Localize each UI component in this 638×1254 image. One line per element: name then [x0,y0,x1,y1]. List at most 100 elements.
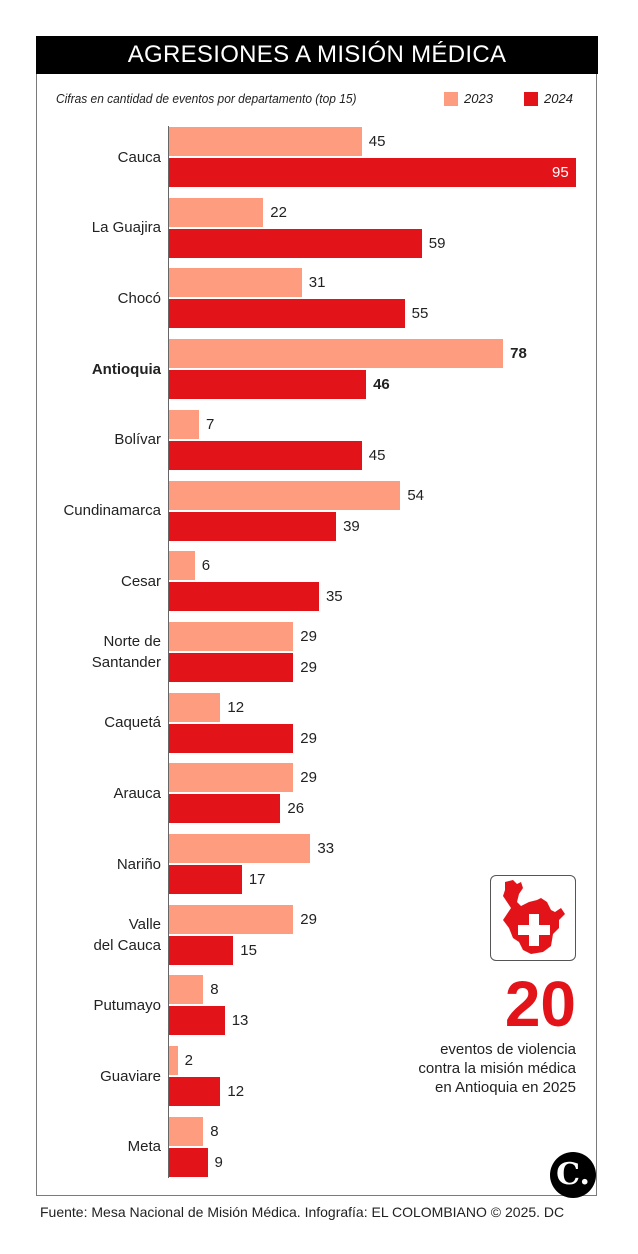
category-label-line: Cesar [120,572,161,590]
bar-2023 [169,197,264,227]
category-label: Norte de Santander [92,631,161,673]
category-label-line: Santander [91,653,161,671]
bar-2024 [169,511,337,541]
data-label-2023: 54 [407,486,425,504]
data-label-2024: 35 [325,588,343,606]
bar-2023 [169,268,302,298]
legend-label-2023: 2023 [464,91,493,106]
data-label-2023: 78 [510,345,527,363]
data-label-2023: 29 [300,769,317,787]
bar-2024 [169,299,405,329]
data-label-2023: 29 [300,910,317,928]
bar-2024 [169,370,367,400]
callout-text: eventos de violencia contra la misión mé… [418,1040,576,1097]
callout-line: en Antioquia en 2025 [435,1079,576,1096]
category-label: Caquetá [104,712,161,733]
data-label-2024: 59 [428,234,446,252]
chart-frame [36,36,597,1196]
legend-swatch-2024 [524,91,538,106]
data-label-2023: 12 [227,698,245,716]
bar-2023 [169,127,362,156]
data-label-2024: 39 [343,517,360,535]
chart-subtitle: Cifras en cantidad de eventos por depart… [56,91,357,106]
data-label-2023: 8 [210,981,219,999]
data-label-2024: 12 [227,1083,245,1101]
bar-2024 [169,1006,225,1036]
legend-label-2024: 2024 [544,91,573,106]
category-label-line: Arauca [113,784,161,802]
data-label-2024: 26 [287,800,305,818]
category-label: La Guajira [92,217,161,238]
bar-2024 [169,228,422,258]
bar-2023 [169,621,294,651]
data-label-2023: 8 [210,1122,219,1140]
category-label-line: Nariño [116,855,161,873]
bar-2023 [169,904,294,934]
bar-2024 [169,582,319,612]
page-title: AGRESIONES A MISIÓN MÉDICA [36,36,598,74]
data-label-2024: 15 [240,941,257,959]
category-label: Cauca [118,147,161,168]
data-label-2023: 31 [308,274,326,292]
category-label: Arauca [113,783,161,804]
bar-2024 [169,1077,221,1107]
source-footer: Fuente: Mesa Nacional de Misión Médica. … [40,1204,565,1220]
data-label-2023: 7 [205,415,215,433]
data-label-2023: 45 [368,133,386,150]
category-label-line: Bolívar [114,431,161,449]
category-label: Putumayo [93,995,161,1016]
category-label-line: Antioquia [91,360,161,378]
data-label-2024: 29 [300,729,317,747]
bar-2024 [169,935,234,965]
category-label-line: La Guajira [91,219,161,237]
category-label: Cundinamarca [63,500,161,521]
bar-2024 [169,158,576,187]
category-label: Valle del Cauca [93,914,161,956]
el-colombiano-logo: C. [550,1152,596,1198]
category-label: Meta [128,1136,161,1157]
category-label: Chocó [118,288,161,309]
data-label-2024: 9 [214,1153,223,1171]
bar-2023 [169,692,221,722]
category-label-line: Caquetá [104,714,161,732]
category-label-line: Cundinamarca [63,502,161,519]
antioquia-map-svg [503,880,565,954]
bar-2023 [169,551,195,581]
data-label-2023: 6 [201,557,211,575]
data-label-2023: 22 [270,203,287,221]
category-label: Bolívar [114,429,161,450]
bar-2023 [169,763,294,793]
category-label-line: Valle [128,915,161,933]
category-label-line: Guaviare [100,1067,161,1085]
category-label: Guaviare [100,1066,161,1087]
legend-item-2024: 2024 [524,91,573,106]
data-label-2024: 46 [373,376,390,394]
category-axis-line [168,126,169,1178]
bar-2024 [169,652,294,682]
category-label: Nariño [117,854,161,875]
legend-swatch-2023 [444,91,458,106]
bar-2024 [169,1147,208,1177]
legend-item-2023: 2023 [444,91,493,106]
callout-number: 20 [504,968,576,1040]
bar-2024 [169,865,242,894]
antioquia-map-medical-cross-icon [490,875,576,961]
callout-line: contra la misión médica [418,1060,576,1077]
category-label-line: Norte de [103,632,161,650]
callout-line: eventos de violencia [440,1041,576,1058]
bar-2023 [169,834,311,863]
data-label-2023: 29 [300,627,317,645]
category-label: Antioquia [92,359,161,380]
bar-2023 [169,480,401,510]
data-label-2024: 55 [411,305,429,323]
category-label: Cesar [121,571,161,592]
data-label-2024: 95 [552,164,569,181]
category-label-line: del Cauca [93,936,161,954]
data-label-2024: 45 [368,446,386,464]
data-label-2024: 17 [248,871,266,888]
bar-2023 [169,1116,204,1146]
bar-2023 [169,1046,178,1076]
data-label-2024: 29 [300,658,317,676]
bar-2024 [169,440,362,470]
